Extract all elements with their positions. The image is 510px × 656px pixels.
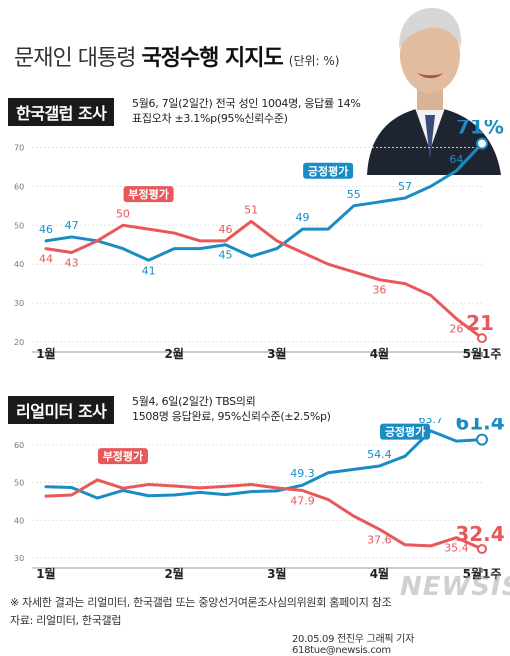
data-label: 47.9 <box>290 494 315 507</box>
x-tick-label: 1월 <box>36 566 55 581</box>
data-label: 26 <box>449 323 463 336</box>
series-name-tag <box>123 186 174 203</box>
x-tick-label: 5월1주 <box>463 346 502 361</box>
data-label: 49.3 <box>290 467 315 480</box>
y-tick-label: 50 <box>14 221 24 230</box>
poll-title-realmeter: 리얼미터 조사 <box>8 396 115 424</box>
data-label: 41 <box>142 264 156 277</box>
data-label: 57 <box>398 180 412 193</box>
data-label: 55 <box>347 188 361 201</box>
x-tick-label: 4월 <box>370 346 389 361</box>
data-label: 32.4 <box>455 522 504 546</box>
series-name-tag <box>97 448 148 465</box>
y-tick-label: 60 <box>14 441 24 450</box>
x-tick-label: 2월 <box>165 566 184 581</box>
y-tick-label: 30 <box>14 554 24 563</box>
data-label: 50 <box>116 207 130 220</box>
series-end-marker <box>476 433 488 446</box>
y-tick-label: 50 <box>14 479 24 488</box>
series-end-marker <box>477 543 487 554</box>
credit: 20.05.09 전진우 그래픽 기자 618tue@newsis.com <box>292 634 414 656</box>
x-tick-label: 3월 <box>267 346 286 361</box>
y-tick-label: 60 <box>14 182 24 191</box>
watermark-logo: NEWSIS <box>400 572 510 602</box>
title-regular: 문재인 대통령 <box>14 46 136 71</box>
series-name-label: 부정평가 <box>103 449 143 463</box>
title-bold: 국정수행 지지도 <box>141 46 283 71</box>
portrait-image <box>367 8 501 175</box>
data-label: 47 <box>65 219 79 232</box>
data-label: 51 <box>244 203 258 216</box>
data-label: 35.4 <box>444 542 469 555</box>
y-tick-label: 20 <box>14 338 24 347</box>
data-label: 36 <box>372 284 386 297</box>
data-label: 64 <box>449 153 463 166</box>
series-name-label: 부정평가 <box>128 187 168 201</box>
poll-note-line1: 5월4, 6일(2일간) TBS의뢰 <box>132 395 256 408</box>
page-title: 문재인 대통령 국정수행 지지도 (단위: %) <box>14 40 340 72</box>
data-label: 54.4 <box>367 448 392 461</box>
series-line-positive <box>44 429 484 500</box>
footnote: ※ 자세한 결과는 리얼미터, 한국갤럽 또는 중앙선거여론조사심의위원회 홈페… <box>10 596 392 609</box>
data-label: 61.4 <box>455 418 504 435</box>
chart-realmeter: 60 50 40 30 1월 2월 3월 4월 5월1주 49.3 54.4 63.7 61.4 긍정평가… <box>14 418 505 581</box>
data-label: 21 <box>466 311 494 335</box>
series-name-tag <box>380 423 431 440</box>
data-label: 71% <box>456 120 504 139</box>
poll-note-line2: 1508명 응답완료, 95%신뢰수준(±2.5%p) <box>132 410 331 423</box>
source: 자료: 리얼미터, 한국갤럽 <box>10 614 122 627</box>
series-line-negative <box>44 219 484 340</box>
title-unit: (단위: %) <box>288 54 340 68</box>
series-name-label: 긍정평가 <box>308 164 348 178</box>
y-tick-label: 70 <box>14 143 24 152</box>
data-label: 37.6 <box>367 533 392 546</box>
poll-note-line2: 표집오차 ±3.1%p(95%신뢰수준) <box>132 112 288 125</box>
x-tick-label: 1월 <box>36 346 55 361</box>
series-name-label: 긍정평가 <box>385 425 425 439</box>
series-name-tag <box>303 162 354 179</box>
series-line-positive <box>44 142 484 262</box>
data-label: 46 <box>39 223 53 236</box>
data-label: 43 <box>65 257 79 270</box>
poll-note-gallup: 5월6, 7일(2일간) 전국 성인 1004명, 응답률 14% 표집오차 ±… <box>132 96 361 126</box>
series-end-marker <box>477 333 487 344</box>
data-label: 46 <box>219 223 233 236</box>
data-label: 63.7 <box>418 418 443 426</box>
x-tick-label: 3월 <box>267 566 286 581</box>
chart-gallup: 70 60 50 40 30 20 1월 2월 3월 4월 5월1주 46 47 41 45 49 55 57 64… <box>14 120 504 361</box>
poll-note-realmeter: 5월4, 6일(2일간) TBS의뢰 1508명 응답완료, 95%신뢰수준(±… <box>132 394 331 424</box>
x-tick-label: 5월1주 <box>463 566 502 581</box>
data-label: 44 <box>39 253 53 266</box>
poll-title-gallup: 한국갤럽 조사 <box>8 98 115 126</box>
x-tick-label: 2월 <box>165 346 184 361</box>
x-tick-label: 4월 <box>370 566 389 581</box>
y-tick-label: 40 <box>14 260 24 269</box>
data-label: 49 <box>295 211 309 224</box>
y-tick-label: 40 <box>14 516 24 525</box>
y-tick-label: 30 <box>14 299 24 308</box>
poll-note-line1: 5월6, 7일(2일간) 전국 성인 1004명, 응답률 14% <box>132 97 361 110</box>
data-label: 45 <box>219 249 233 262</box>
series-end-marker <box>476 137 488 150</box>
series-line-negative <box>44 478 484 551</box>
